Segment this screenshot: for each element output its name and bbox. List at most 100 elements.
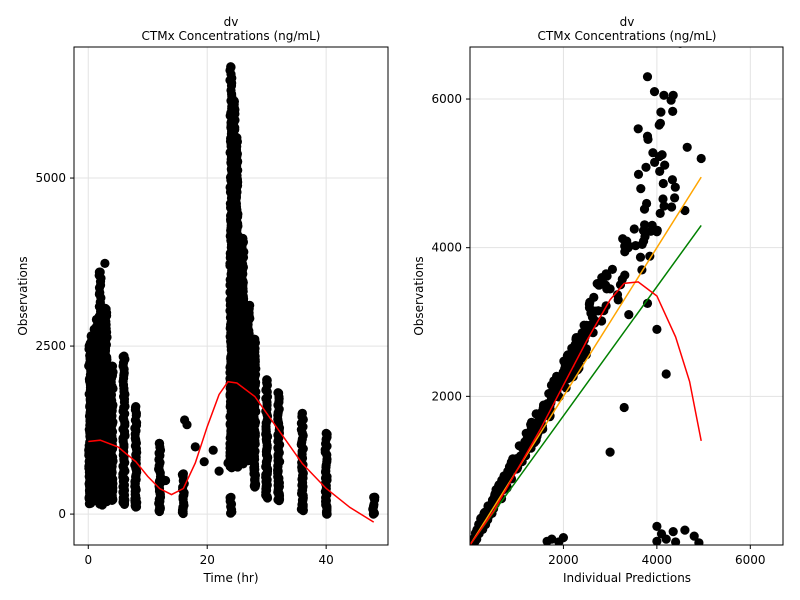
y-tick-label: 0: [58, 507, 66, 521]
data-point: [605, 284, 615, 294]
data-point: [641, 162, 651, 172]
data-point: [652, 521, 662, 532]
data-point: [694, 538, 704, 545]
data-point: [229, 96, 239, 106]
data-point: [668, 106, 678, 116]
axis-ticks: 2000 4000 6000 2000 4000 6000: [431, 92, 765, 567]
data-point: [661, 369, 671, 379]
data-point: [658, 178, 668, 189]
data-point: [586, 320, 596, 330]
data-point: [547, 534, 557, 544]
data-point: [649, 87, 660, 97]
x-tick-label: 4000: [642, 553, 673, 567]
data-point: [624, 310, 634, 320]
data-point: [571, 342, 581, 352]
data-point: [100, 258, 110, 268]
data-point: [95, 267, 105, 277]
data-point: [654, 120, 664, 130]
data-point: [579, 320, 589, 330]
data-point: [659, 201, 669, 211]
series-layer: [84, 62, 380, 523]
data-point: [573, 365, 583, 375]
x-axis-label: Time (hr): [202, 571, 258, 585]
data-point: [119, 351, 129, 361]
data-point: [659, 90, 669, 100]
data-point: [563, 350, 573, 360]
data-point: [633, 169, 644, 179]
data-point: [321, 428, 331, 438]
data-point: [619, 402, 629, 413]
data-point: [696, 153, 706, 164]
chart-time-vs-observations: dv CTMx Concentrations (ng/mL) 0 20 40 0 250…: [16, 15, 389, 585]
series-line: [470, 281, 702, 545]
data-point: [274, 388, 284, 398]
series-layer: [470, 47, 706, 545]
series-line: [470, 176, 702, 545]
x-tick-label: 2000: [548, 553, 579, 567]
y-tick-label: 4000: [431, 241, 462, 255]
y-tick-label: 6000: [431, 92, 462, 106]
data-point: [635, 252, 646, 262]
data-point: [232, 133, 242, 143]
data-point: [547, 393, 557, 403]
data-point: [605, 447, 615, 457]
plot-area: [84, 62, 380, 523]
data-point: [514, 441, 524, 451]
data-point: [208, 445, 218, 455]
data-point: [667, 202, 677, 212]
data-point: [107, 361, 117, 371]
y-tick-label: 5000: [35, 171, 66, 185]
data-point: [620, 270, 630, 280]
data-point: [622, 236, 632, 246]
data-point: [131, 402, 141, 412]
data-point: [682, 142, 692, 152]
plot-area: [470, 47, 706, 545]
data-point: [639, 204, 650, 214]
chart-subtitle: CTMx Concentrations (ng/mL): [142, 29, 321, 43]
data-point: [680, 205, 690, 216]
data-point: [226, 62, 236, 72]
data-point: [244, 301, 254, 311]
data-point: [369, 492, 379, 502]
data-point: [671, 537, 681, 545]
data-point: [490, 490, 500, 500]
data-point: [667, 175, 678, 185]
data-point: [529, 422, 540, 432]
x-tick-label: 40: [319, 553, 334, 567]
data-point: [642, 131, 653, 141]
data-point: [552, 371, 562, 381]
data-point: [297, 408, 307, 418]
data-point: [508, 454, 518, 464]
data-point: [558, 533, 569, 543]
grid-lines: [470, 47, 783, 545]
y-tick-label: 2000: [431, 389, 462, 403]
y-tick-label: 2500: [35, 339, 66, 353]
data-point: [214, 466, 224, 476]
data-point: [101, 304, 111, 314]
data-point: [238, 233, 248, 244]
data-point: [668, 90, 678, 100]
data-point: [155, 438, 165, 449]
data-point: [657, 150, 667, 160]
y-axis-label: Observations: [16, 256, 30, 335]
chart-subtitle: CTMx Concentrations (ng/mL): [538, 29, 717, 43]
y-axis-label: Observations: [412, 256, 426, 335]
plot-frame: [469, 46, 784, 546]
data-point: [652, 536, 662, 545]
data-point: [689, 531, 699, 541]
data-point: [660, 160, 670, 170]
data-point: [226, 492, 236, 502]
data-point: [655, 166, 665, 176]
x-axis-label: Individual Predictions: [563, 571, 691, 585]
series-line: [88, 380, 375, 523]
data-point: [190, 442, 200, 452]
data-point: [633, 124, 643, 134]
data-point: [629, 224, 639, 234]
data-point: [670, 182, 680, 192]
data-point: [178, 469, 188, 479]
data-point: [223, 458, 233, 468]
data-point: [670, 193, 680, 203]
series-line: [470, 224, 702, 545]
data-point: [647, 220, 657, 230]
